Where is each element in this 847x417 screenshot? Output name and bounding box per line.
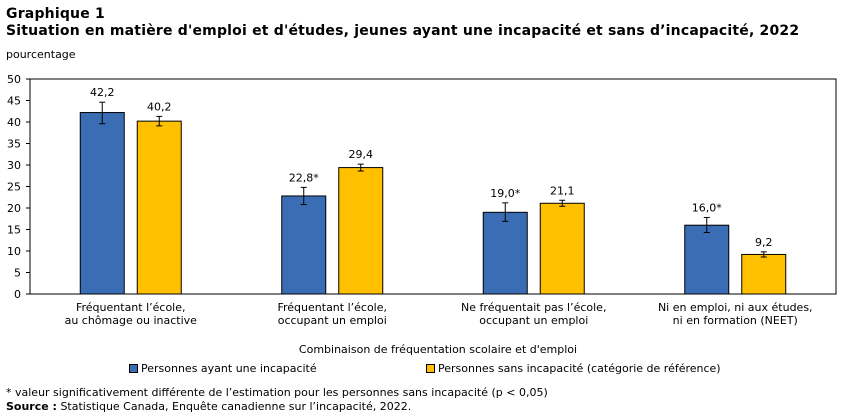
y-tick-label: 30	[7, 159, 21, 172]
chart-title: Situation en matière d'emploi et d'étude…	[6, 23, 800, 39]
y-tick-label: 40	[7, 116, 21, 129]
data-label: 19,0*	[490, 187, 520, 200]
chart-title-line1: Graphique 1	[6, 6, 105, 22]
x-axis-title: Combinaison de fréquentation scolaire et…	[299, 343, 577, 356]
bar	[684, 224, 730, 295]
y-tick-label: 35	[7, 138, 21, 151]
y-tick-label: 5	[14, 267, 21, 280]
x-tick-label: Ne fréquentait pas l’école,	[461, 301, 606, 314]
chart-title-block: Graphique 1 Situation en matière d'emplo…	[6, 6, 799, 40]
legend-label-series-2: Personnes sans incapacité (catégorie de …	[438, 362, 721, 375]
y-tick-label: 20	[7, 202, 21, 215]
bar	[741, 253, 787, 295]
x-tick-label: Fréquentant l’école,	[76, 301, 186, 314]
footnote: * valeur significativement différente de…	[6, 386, 548, 399]
legend-label-series-1: Personnes ayant une incapacité	[141, 362, 317, 375]
x-tick-label: Fréquentant l’école,	[277, 301, 387, 314]
data-label: 29,4	[349, 148, 374, 161]
data-label: 42,2	[90, 86, 115, 99]
x-tick-label: occupant un emploi	[479, 314, 588, 327]
data-label: 21,1	[550, 184, 575, 197]
bar	[136, 120, 182, 295]
y-tick-label: 10	[7, 245, 21, 258]
y-tick-label: 25	[7, 181, 21, 194]
y-tick-label: 0	[14, 288, 21, 301]
legend-swatch-series-2	[426, 364, 435, 373]
y-tick-label: 15	[7, 224, 21, 237]
bar	[338, 167, 384, 295]
legend-swatch-series-1	[129, 364, 138, 373]
bar	[482, 211, 528, 295]
source-text: Statistique Canada, Enquête canadienne s…	[56, 400, 412, 413]
bar	[281, 195, 327, 295]
source-label: Source :	[6, 400, 57, 413]
y-tick-label: 50	[7, 73, 21, 86]
source-note: Source : Statistique Canada, Enquête can…	[6, 400, 411, 414]
data-label: 9,2	[755, 236, 773, 249]
legend-item-series-2: Personnes sans incapacité (catégorie de …	[426, 362, 721, 375]
y-axis-unit-label: pourcentage	[6, 48, 76, 61]
x-tick-label: Ni en emploi, ni aux études,	[658, 301, 813, 314]
data-label: 22,8*	[289, 171, 319, 184]
y-tick-label: 45	[7, 95, 21, 108]
bar	[539, 202, 585, 295]
x-tick-label: occupant un emploi	[278, 314, 387, 327]
data-label: 16,0*	[692, 201, 722, 214]
legend-item-series-1: Personnes ayant une incapacité	[129, 362, 317, 375]
data-label: 40,2	[147, 100, 172, 113]
x-tick-label: au chômage ou inactive	[65, 314, 198, 327]
bar	[79, 112, 125, 295]
x-tick-label: ni en formation (NEET)	[673, 314, 798, 327]
